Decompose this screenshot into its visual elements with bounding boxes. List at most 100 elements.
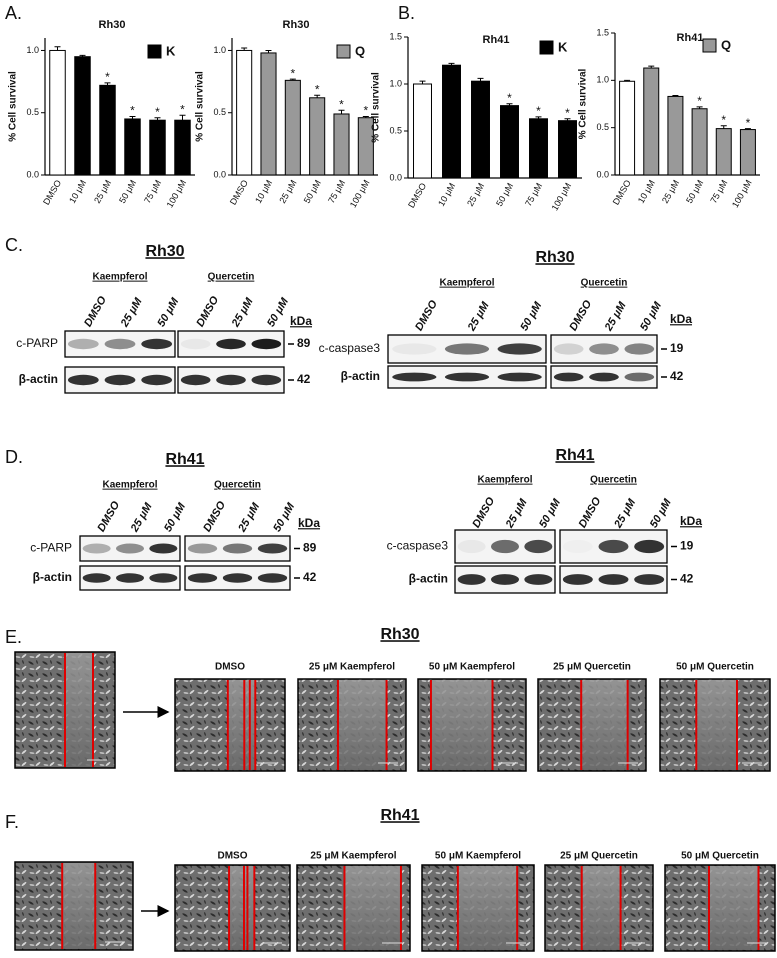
significance-star: * — [721, 113, 726, 127]
blot-band — [251, 374, 282, 386]
y-axis-label: % Cell survival — [371, 72, 382, 143]
row-label: c-caspase3 — [319, 341, 381, 355]
blot-band — [444, 343, 490, 355]
x-tick-label: 50 μM — [494, 181, 515, 208]
kda-label: kDa — [680, 514, 702, 528]
y-tick-label: 0.0 — [389, 172, 402, 182]
x-tick-label: 100 μM — [348, 178, 372, 209]
error-bar — [104, 82, 111, 86]
blot-band — [116, 573, 144, 583]
condition-label: 50 μM Kaempferol — [435, 851, 521, 862]
lane-label: 25 μM — [118, 295, 145, 330]
bar — [174, 119, 191, 176]
bar — [149, 119, 166, 176]
chart-title: Rh41 — [677, 32, 704, 44]
error-bar — [564, 118, 571, 121]
blot-title: Rh30 — [145, 243, 184, 260]
lane-label: 50 μM — [265, 295, 291, 329]
bar — [529, 118, 548, 179]
x-tick-label: 10 μM — [253, 178, 274, 205]
blot-band — [392, 343, 437, 355]
blot-band — [251, 338, 282, 350]
lane-label: 25 μM — [128, 500, 155, 535]
lane-label: DMSO — [95, 499, 122, 534]
blot-band — [444, 372, 490, 382]
y-tick-label: 0.5 — [596, 122, 609, 132]
blot-band — [524, 574, 553, 585]
blot-band — [187, 573, 218, 583]
condition-label: DMSO — [215, 662, 245, 673]
condition-label: DMSO — [218, 851, 248, 862]
legend-swatch — [702, 38, 717, 53]
error-bar — [419, 80, 426, 84]
y-axis-label: % Cell survival — [195, 71, 206, 142]
wound-title: Rh41 — [380, 807, 419, 824]
blot-band — [553, 372, 584, 382]
bar — [49, 49, 66, 176]
x-tick-label: 100 μM — [165, 178, 189, 209]
kda-value: 19 — [670, 341, 684, 355]
condition-label: 25 μM Kaempferol — [309, 662, 395, 673]
error-bar — [265, 49, 272, 53]
group-label: Quercetin — [590, 475, 637, 486]
error-bar — [477, 77, 484, 82]
bar — [236, 49, 253, 176]
error-bar — [314, 94, 321, 98]
blot-band — [116, 543, 144, 554]
bar — [715, 128, 732, 176]
lane-label: 25 μM — [612, 496, 639, 531]
y-tick-label: 0.5 — [389, 125, 402, 135]
error-bar — [648, 65, 655, 69]
y-tick-label: 1.0 — [26, 45, 39, 55]
group-label: Kaempferol — [439, 278, 494, 289]
x-tick-label: 25 μM — [92, 178, 113, 205]
bar — [74, 56, 91, 176]
lane-label: 25 μM — [236, 500, 263, 535]
x-tick-label: 50 μM — [684, 178, 705, 205]
error-bar — [720, 125, 727, 129]
lane-label: DMSO — [413, 298, 440, 333]
bar — [124, 118, 141, 176]
bar — [667, 95, 684, 176]
panel-label: A. — [5, 3, 22, 23]
significance-star: * — [155, 105, 160, 119]
group-label: Kaempferol — [102, 480, 157, 491]
x-tick-label: DMSO — [41, 178, 63, 206]
x-tick-label: 10 μM — [636, 178, 657, 205]
x-tick-label: 10 μM — [67, 178, 88, 205]
bar — [333, 113, 350, 176]
legend-swatch — [147, 44, 162, 59]
blot-band — [82, 543, 111, 554]
error-bar — [79, 54, 86, 57]
lane-label: 25 μM — [503, 496, 530, 531]
error-bar — [744, 128, 751, 130]
x-tick-label: DMSO — [228, 178, 250, 206]
wound-gap — [709, 866, 759, 950]
blot-band — [624, 372, 655, 382]
lane-label: DMSO — [470, 495, 497, 530]
error-bar — [54, 46, 61, 51]
group-label: Quercetin — [208, 272, 255, 283]
legend-label: K — [166, 43, 176, 58]
error-bar — [179, 114, 186, 121]
error-bar — [535, 116, 542, 119]
bar — [500, 105, 519, 179]
kda-label: kDa — [298, 516, 320, 530]
x-tick-label: 75 μM — [523, 181, 544, 208]
panel-label: C. — [5, 235, 23, 255]
lane-label: DMSO — [577, 495, 604, 530]
blot-title: Rh41 — [165, 451, 204, 468]
blot-band — [589, 343, 619, 355]
y-tick-label: 0.0 — [26, 169, 39, 179]
blot-band — [624, 343, 655, 355]
y-tick-label: 1.0 — [596, 75, 609, 85]
legend-label: Q — [721, 37, 731, 52]
kda-value: 89 — [303, 541, 317, 555]
row-label: β-actin — [409, 572, 448, 586]
condition-label: 25 μM Quercetin — [560, 851, 638, 862]
significance-star: * — [339, 97, 344, 111]
blot-band — [491, 574, 519, 585]
chart-title: Rh30 — [99, 19, 126, 31]
blot-band — [563, 540, 593, 553]
x-tick-label: 25 μM — [277, 178, 298, 205]
